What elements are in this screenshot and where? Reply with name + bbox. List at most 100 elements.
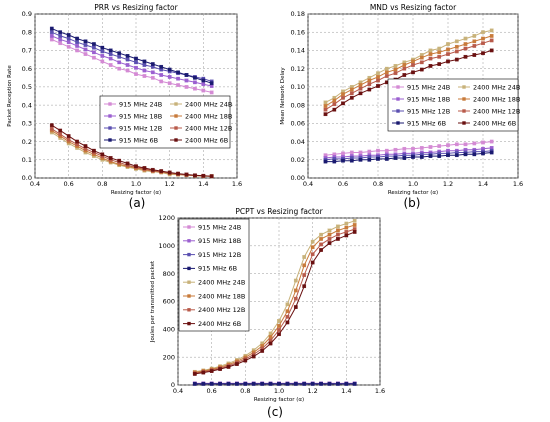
data-point — [125, 161, 130, 166]
data-point — [293, 288, 298, 293]
data-point — [58, 41, 63, 46]
legend-box — [178, 218, 250, 332]
data-point — [58, 37, 63, 42]
data-point — [150, 167, 155, 172]
data-point — [376, 78, 380, 83]
data-point — [349, 95, 354, 100]
data-point — [319, 242, 323, 247]
data-point — [411, 146, 415, 151]
chart-title: PRR vs Resizing factor — [94, 3, 178, 12]
data-point — [75, 48, 79, 53]
data-point — [454, 39, 459, 44]
legend-swatch-marker — [108, 126, 112, 130]
data-point — [310, 239, 315, 244]
y-tick-label: 0.3 — [22, 120, 32, 128]
data-point — [260, 382, 265, 386]
x-tick-label: 1.6 — [513, 180, 523, 188]
y-tick-label: 1200 — [158, 214, 175, 222]
legend-entry: 915 MHz 12B — [407, 107, 450, 115]
data-point — [332, 98, 337, 103]
data-point — [75, 40, 79, 45]
data-point — [349, 87, 354, 92]
data-point — [352, 382, 357, 386]
data-point — [349, 158, 354, 163]
y-tick-label: 0.02 — [291, 156, 305, 164]
y-tick-label: 0.5 — [22, 83, 32, 91]
data-point — [159, 169, 164, 173]
legend-swatch-marker — [174, 138, 178, 142]
data-point — [428, 48, 433, 53]
data-point — [66, 36, 71, 41]
x-tick-label: 1.0 — [131, 180, 141, 188]
data-point — [108, 48, 113, 53]
data-point — [454, 57, 459, 62]
legend-swatch-marker — [396, 121, 400, 125]
data-point — [125, 63, 130, 67]
data-point — [446, 42, 450, 46]
data-point — [134, 164, 138, 169]
data-point — [201, 370, 206, 375]
data-point — [235, 382, 239, 386]
data-point — [446, 59, 450, 64]
legend-swatch-marker — [462, 109, 466, 113]
data-point — [428, 154, 433, 158]
legend-entry: 915 MHz 18B — [119, 112, 162, 120]
x-tick-label: 1.2 — [307, 387, 317, 395]
data-point — [134, 56, 138, 61]
data-point — [302, 284, 307, 289]
data-point — [411, 70, 415, 75]
data-point — [454, 153, 459, 158]
data-point — [402, 66, 407, 71]
data-point — [49, 126, 54, 131]
data-point — [332, 102, 337, 107]
legend-swatch-marker — [187, 266, 191, 271]
legend-swatch-marker — [187, 308, 191, 312]
data-point — [293, 305, 298, 309]
data-point — [481, 36, 485, 41]
x-tick-label: 0.6 — [206, 387, 216, 395]
data-point — [100, 59, 105, 64]
data-point — [260, 349, 265, 353]
data-point — [159, 64, 164, 69]
y-tick-label: 0.00 — [291, 174, 305, 182]
data-point — [341, 95, 345, 100]
legend-entry: 915 MHz 18B — [198, 237, 241, 245]
data-point — [358, 157, 363, 162]
data-point — [481, 140, 485, 145]
data-point — [463, 152, 468, 157]
legend-entry: 2400 MHz 18B — [198, 292, 245, 300]
data-point — [393, 67, 398, 72]
x-tick-label: 1.4 — [478, 180, 488, 188]
data-point — [481, 151, 485, 156]
data-point — [58, 128, 63, 133]
x-tick-label: 0.4 — [173, 387, 183, 395]
data-point — [277, 382, 281, 386]
data-point — [323, 159, 328, 164]
data-point — [49, 26, 54, 31]
data-point — [384, 66, 389, 71]
data-point — [463, 36, 468, 41]
y-tick-label: 600 — [163, 298, 175, 306]
data-point — [437, 154, 442, 158]
data-point — [125, 68, 130, 73]
data-point — [176, 70, 180, 75]
legend-entry: 2400 MHz 18B — [473, 95, 520, 103]
data-point — [66, 44, 71, 49]
data-point — [92, 55, 96, 60]
legend-entry: 915 MHz 12B — [119, 124, 162, 132]
data-point — [402, 146, 407, 151]
data-point — [92, 148, 96, 153]
data-point — [108, 63, 113, 67]
data-point — [419, 146, 424, 150]
x-tick-label: 0.6 — [63, 180, 73, 188]
legend-swatch-marker — [396, 109, 400, 113]
legend-swatch-marker — [187, 225, 191, 229]
legend-box — [99, 95, 231, 149]
data-point — [344, 233, 349, 238]
data-point — [367, 157, 372, 162]
data-point — [437, 144, 442, 148]
data-point — [176, 76, 180, 81]
data-point — [142, 63, 147, 67]
chart-title: PCPT vs Resizing factor — [235, 207, 323, 216]
data-point — [384, 157, 389, 161]
